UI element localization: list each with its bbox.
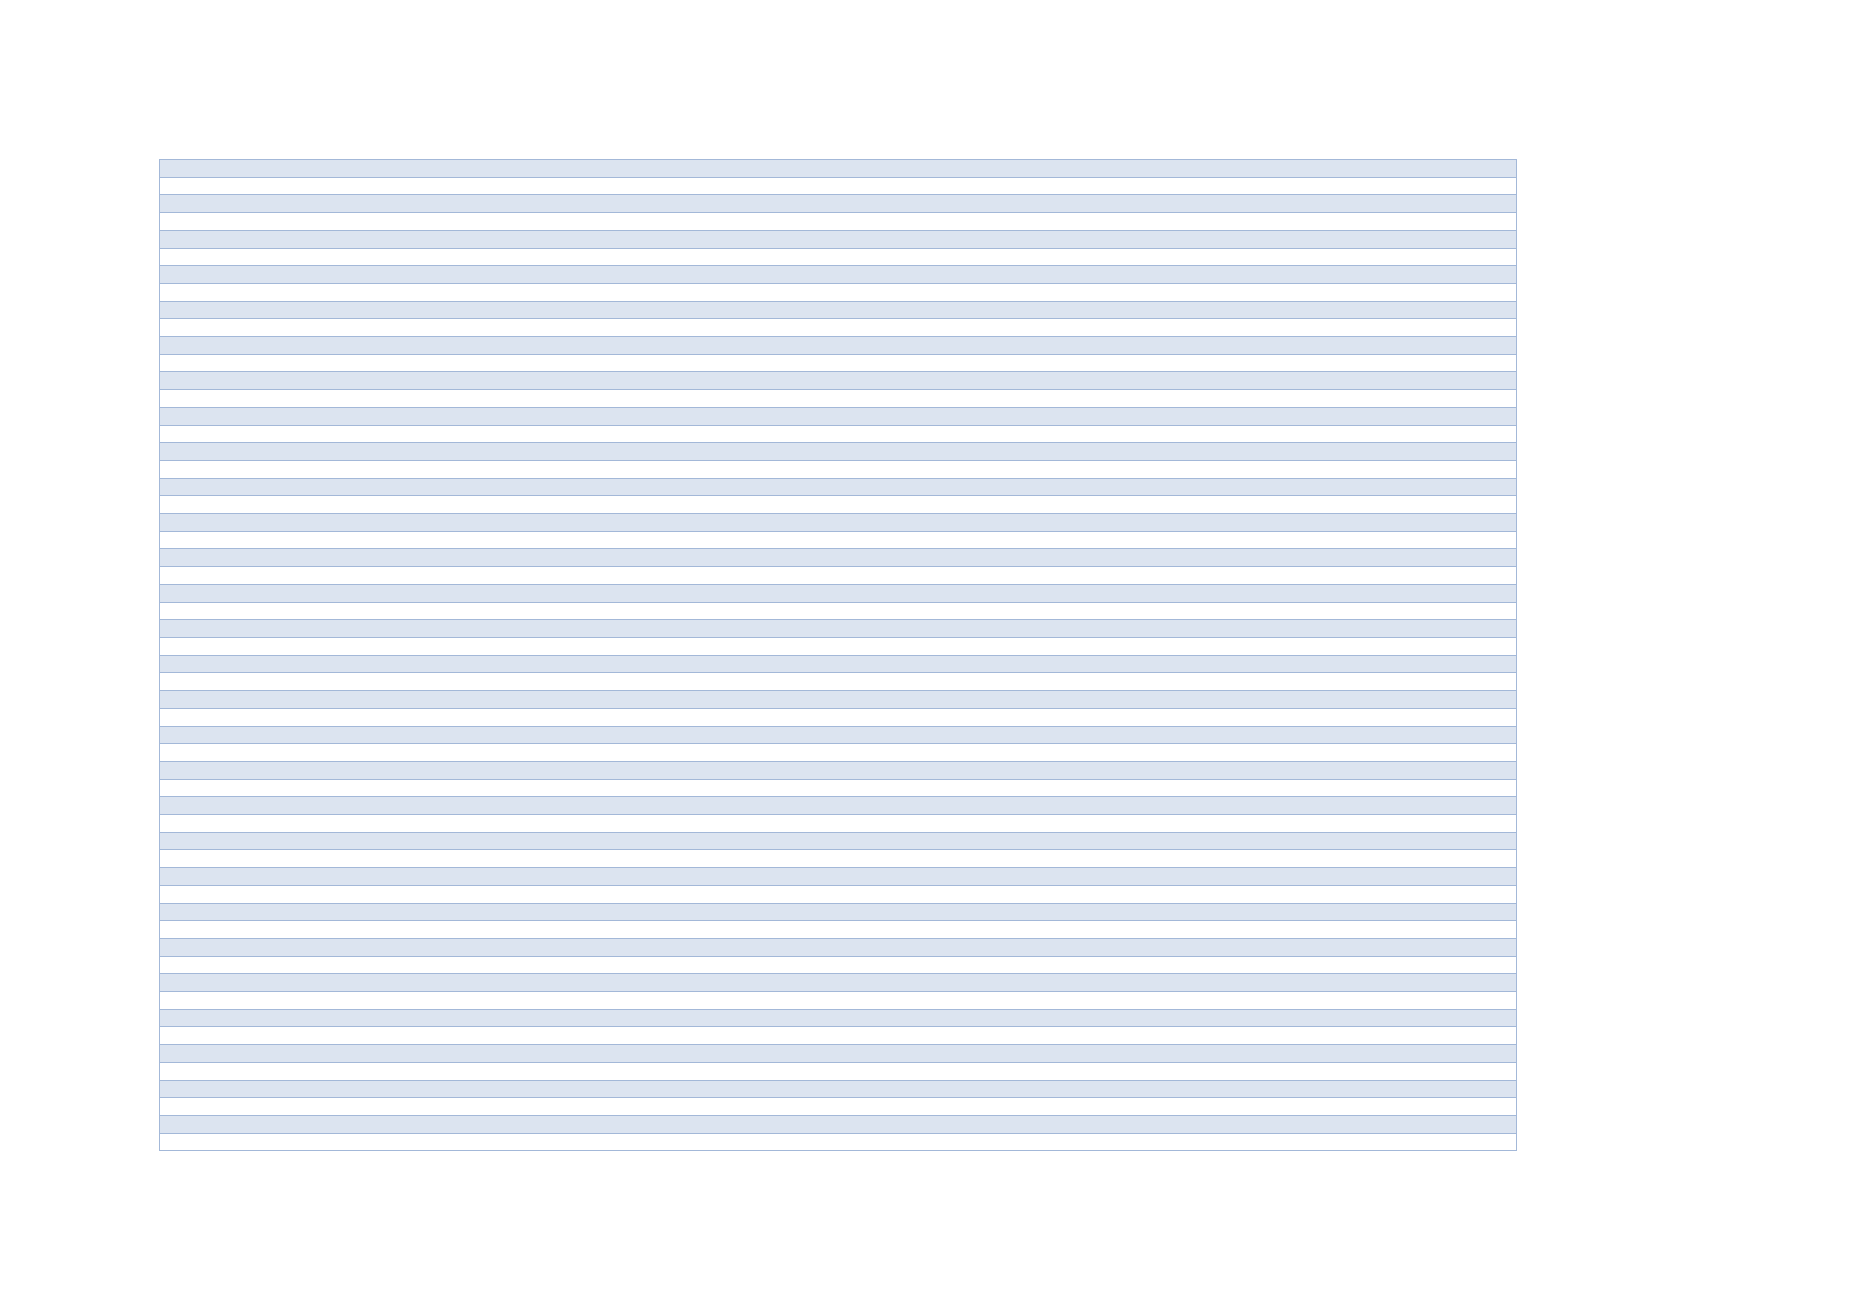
table-row[interactable] <box>160 514 1516 532</box>
table-row[interactable] <box>160 1062 1516 1081</box>
table-row[interactable] <box>160 177 1516 196</box>
table-row[interactable] <box>160 797 1516 816</box>
table-row[interactable] <box>160 956 1516 975</box>
table-row[interactable] <box>160 160 1516 178</box>
empty-banded-table <box>159 159 1517 1151</box>
table-row[interactable] <box>160 903 1516 922</box>
table-row[interactable] <box>160 213 1516 231</box>
table-row[interactable] <box>160 283 1516 302</box>
table-row[interactable] <box>160 744 1516 762</box>
table-row[interactable] <box>160 815 1516 833</box>
table-row[interactable] <box>160 726 1516 745</box>
table-row[interactable] <box>160 673 1516 692</box>
table-row[interactable] <box>160 868 1516 886</box>
table-row[interactable] <box>160 567 1516 585</box>
table-row[interactable] <box>160 443 1516 461</box>
table-row[interactable] <box>160 460 1516 479</box>
table-row[interactable] <box>160 1098 1516 1116</box>
table-row[interactable] <box>160 337 1516 355</box>
table-row[interactable] <box>160 195 1516 214</box>
table-row[interactable] <box>160 938 1516 957</box>
table-row[interactable] <box>160 691 1516 709</box>
table-row[interactable] <box>160 372 1516 391</box>
table-row[interactable] <box>160 992 1516 1010</box>
table-row[interactable] <box>160 301 1516 320</box>
table-row[interactable] <box>160 885 1516 904</box>
table-row[interactable] <box>160 1045 1516 1063</box>
table-row[interactable] <box>160 496 1516 515</box>
table-row[interactable] <box>160 1115 1516 1134</box>
table-row[interactable] <box>160 637 1516 656</box>
table-row[interactable] <box>160 832 1516 851</box>
table-row[interactable] <box>160 655 1516 674</box>
table-row[interactable] <box>160 761 1516 780</box>
table-row[interactable] <box>160 584 1516 603</box>
table-row[interactable] <box>160 708 1516 727</box>
table-row[interactable] <box>160 390 1516 408</box>
table-row[interactable] <box>160 602 1516 621</box>
table-row[interactable] <box>160 319 1516 338</box>
table-row[interactable] <box>160 248 1516 267</box>
table-row[interactable] <box>160 478 1516 497</box>
table-row[interactable] <box>160 549 1516 568</box>
table-row[interactable] <box>160 407 1516 426</box>
table-row[interactable] <box>160 354 1516 373</box>
table-row[interactable] <box>160 921 1516 939</box>
table-row[interactable] <box>160 974 1516 993</box>
table-row[interactable] <box>160 531 1516 550</box>
table-row[interactable] <box>160 779 1516 798</box>
table-row[interactable] <box>160 425 1516 444</box>
table-row[interactable] <box>160 1133 1516 1151</box>
table-row[interactable] <box>160 266 1516 284</box>
table-row[interactable] <box>160 1009 1516 1028</box>
table-row[interactable] <box>160 620 1516 638</box>
table-row[interactable] <box>160 1027 1516 1046</box>
table-row[interactable] <box>160 850 1516 869</box>
table-row[interactable] <box>160 230 1516 249</box>
table-row[interactable] <box>160 1080 1516 1099</box>
